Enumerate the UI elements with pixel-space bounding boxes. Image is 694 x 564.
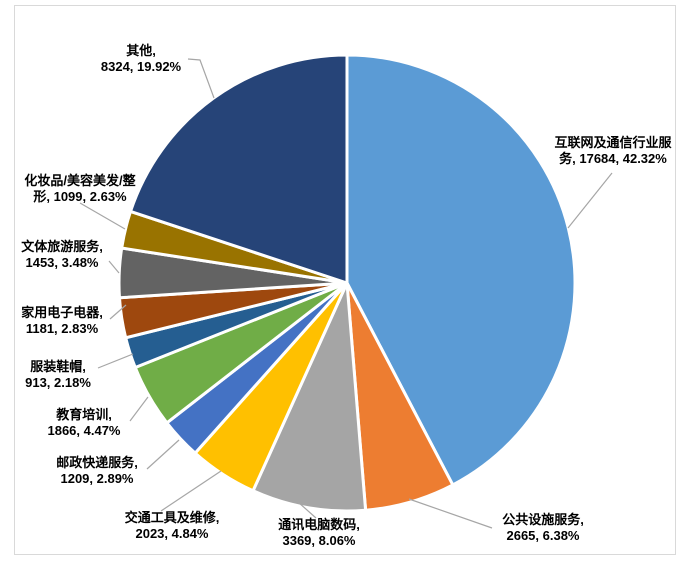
pie-data-label-line1: 交通工具及维修, xyxy=(124,510,220,525)
pie-data-label-line1: 邮政快递服务, xyxy=(56,455,138,470)
leader-line-6 xyxy=(97,353,134,369)
leader-line-8 xyxy=(108,260,120,274)
leader-line-2 xyxy=(297,501,317,519)
pie-data-label-0: 互联网及通信行业服 务, 17684, 42.32% xyxy=(549,135,677,167)
pie-data-label-line2: 1866, 4.47% xyxy=(47,423,121,438)
pie-data-label-3: 交通工具及维修, 2023, 4.84% xyxy=(118,510,226,542)
pie-data-label-line2: 1181, 2.83% xyxy=(25,321,99,336)
pie-data-label-line1: 教育培训, xyxy=(56,407,112,422)
leader-line-3 xyxy=(160,470,222,512)
pie-data-label-6: 服装鞋帽, 913, 2.18% xyxy=(16,359,100,391)
pie-data-label-line1: 家用电子电器, xyxy=(21,305,103,320)
pie-data-label-line2: 2023, 4.84% xyxy=(135,526,209,541)
pie-data-label-line2: 8324, 19.92% xyxy=(100,59,182,74)
pie-data-label-line1: 互联网及通信行业服 xyxy=(554,135,672,150)
pie-slice-2 xyxy=(251,281,368,513)
pie-data-label-2: 通讯电脑数码, 3369, 8.06% xyxy=(267,517,371,549)
pie-data-label-line1: 通讯电脑数码, xyxy=(278,517,360,532)
pie-data-label-4: 邮政快递服务, 1209, 2.89% xyxy=(47,455,147,487)
leader-line-10 xyxy=(187,58,215,99)
pie-data-label-8: 文体旅游服务, 1453, 3.48% xyxy=(12,239,112,271)
pie-data-label-line1: 文体旅游服务, xyxy=(21,239,103,254)
pie-data-label-line2: 1209, 2.89% xyxy=(60,471,134,486)
leader-line-4 xyxy=(146,439,180,470)
pie-data-label-line2: 1453, 3.48% xyxy=(25,255,99,270)
leader-line-5 xyxy=(129,396,149,422)
leader-line-1 xyxy=(408,498,493,529)
pie-data-label-10: 其他, 8324, 19.92% xyxy=(89,43,193,75)
pie-data-label-line1: 服装鞋帽, xyxy=(30,359,86,374)
pie-slice-10 xyxy=(129,53,349,285)
pie-data-label-line1: 公共设施服务, xyxy=(502,512,584,527)
chart-border xyxy=(14,5,676,555)
pie-data-label-line2: 形, 1099, 2.63% xyxy=(33,189,127,204)
pie-slice-0 xyxy=(345,53,577,487)
pie-data-label-line2: 3369, 8.06% xyxy=(282,533,356,548)
pie-data-label-line1: 其他, xyxy=(126,43,156,58)
pie-data-label-line2: 务, 17684, 42.32% xyxy=(559,151,667,166)
leader-line-0 xyxy=(567,172,613,229)
pie-data-label-line2: 913, 2.18% xyxy=(25,375,91,390)
pie-data-label-line1: 化妆品/美容美发/整 xyxy=(24,173,136,188)
pie-data-label-5: 教育培训, 1866, 4.47% xyxy=(42,407,126,439)
leader-line-9 xyxy=(79,202,126,230)
pie-data-label-line2: 2665, 6.38% xyxy=(506,528,580,543)
pie-data-label-1: 公共设施服务, 2665, 6.38% xyxy=(493,512,593,544)
pie-data-label-9: 化妆品/美容美发/整 形, 1099, 2.63% xyxy=(14,173,146,205)
leader-line-7 xyxy=(109,304,127,320)
pie-data-label-7: 家用电子电器, 1181, 2.83% xyxy=(12,305,112,337)
